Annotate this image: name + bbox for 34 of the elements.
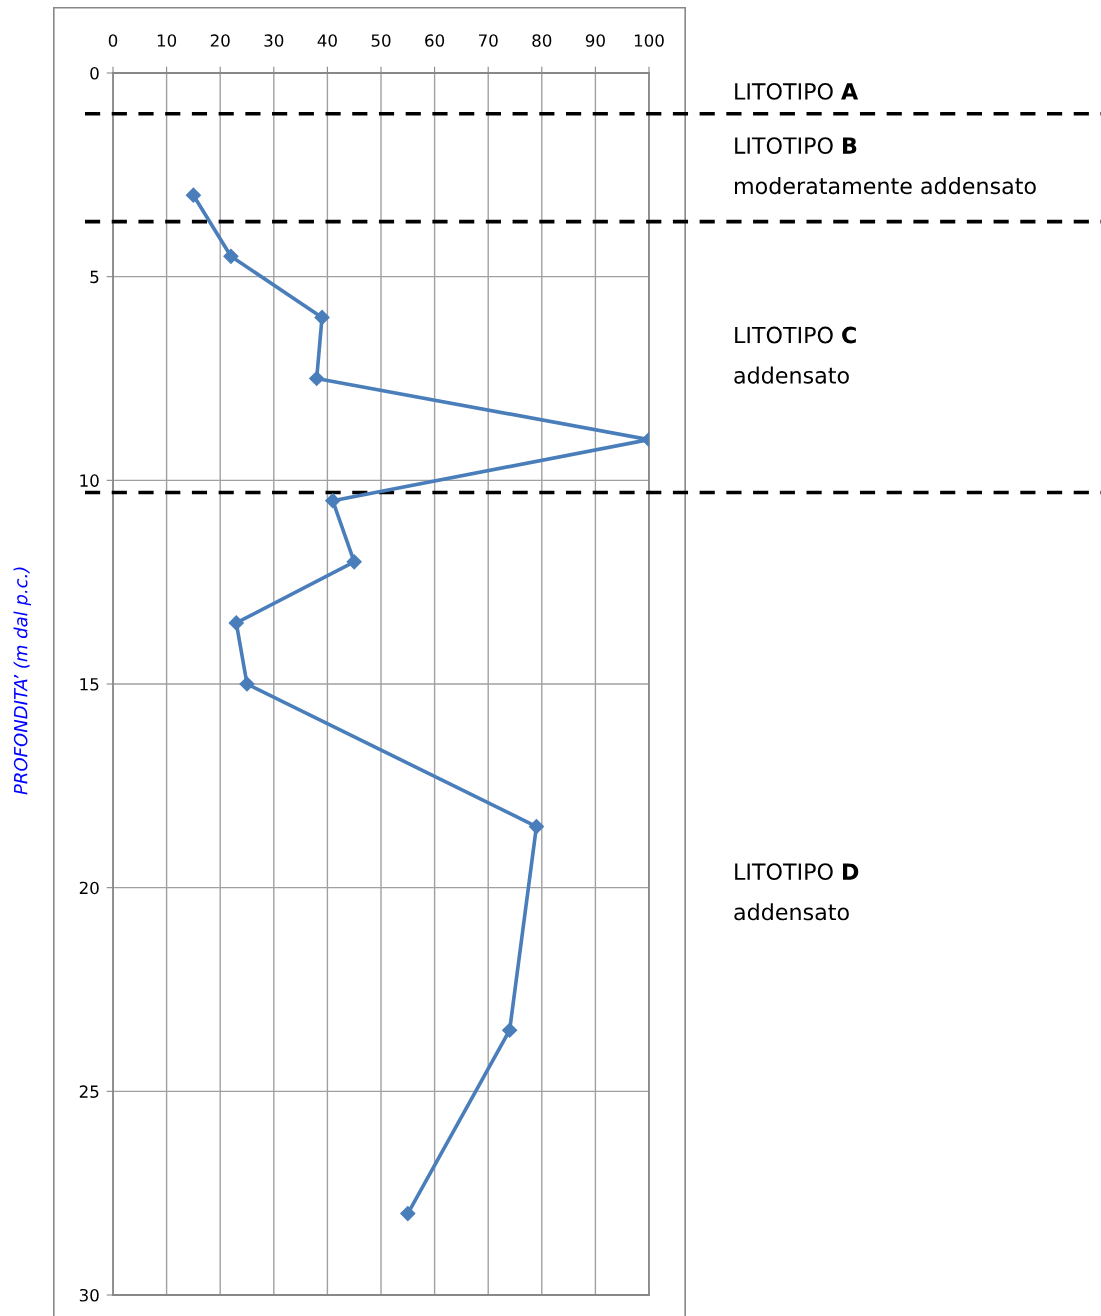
x-tick-label: 20 (210, 34, 230, 47)
x-tick-label: 30 (264, 34, 284, 47)
point (528, 818, 545, 835)
text: LITOTIPO B moderatamente addensato (735, 137, 1036, 195)
point (309, 370, 325, 387)
point (400, 1205, 416, 1222)
x-tick-label: 60 (425, 34, 445, 47)
x-tick-label: 90 (585, 34, 605, 47)
y-tick-label: 15 (80, 678, 99, 691)
point (239, 676, 255, 692)
x-tick-label: 50 (371, 34, 391, 47)
point (346, 554, 362, 570)
text: LITOTIPO C addensato (734, 326, 856, 384)
point (185, 187, 201, 203)
x-tick-label: 40 (317, 34, 337, 47)
text: LITOTIPO A (735, 83, 859, 100)
y-tick-label: 20 (79, 881, 99, 895)
point (228, 615, 244, 631)
point (314, 309, 330, 325)
y-tick-label: 0 (90, 66, 99, 80)
y-tick-label: 25 (79, 1085, 99, 1098)
y-tick-label: 5 (90, 270, 99, 284)
y-axis-title: PROFONDITA’ (m dal p.c.) (13, 567, 31, 795)
x-tick-label: 100 (634, 34, 664, 47)
y-tick-label: 30 (79, 1288, 99, 1302)
text: LITOTIPO D addensato (734, 863, 859, 921)
x-tick-label: 70 (478, 34, 498, 47)
point (502, 1022, 518, 1038)
x-tick-label: 80 (532, 34, 552, 47)
x-tick-label: 10 (157, 34, 177, 47)
x-tick-label: 0 (108, 34, 118, 47)
point (223, 248, 239, 264)
point (325, 493, 341, 509)
y-tick-label: 10 (80, 474, 99, 487)
